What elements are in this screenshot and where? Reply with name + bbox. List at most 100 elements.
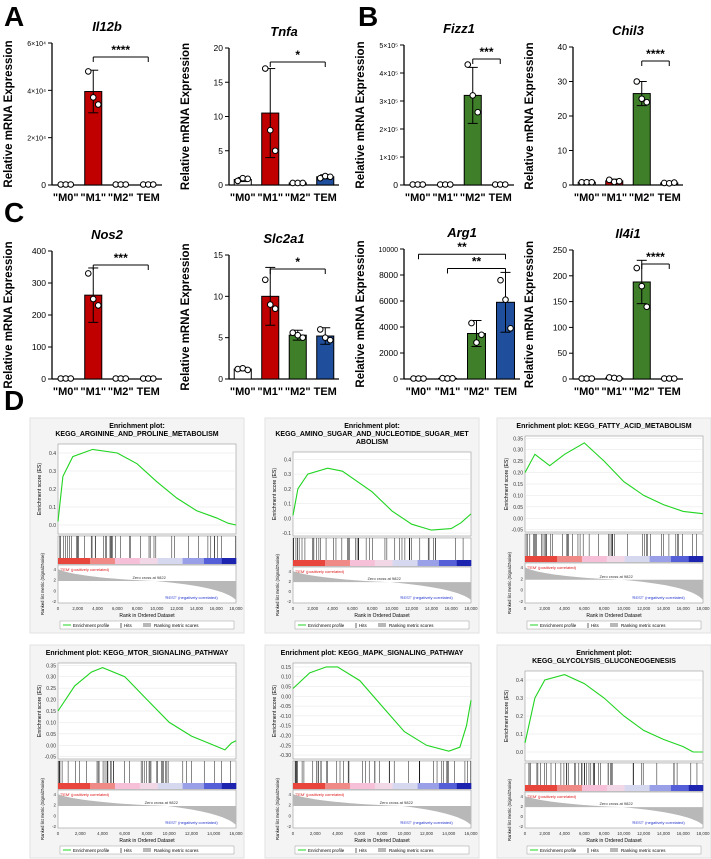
y-tick-label: 150 <box>553 297 567 307</box>
y-tick-label: 4×10⁴ <box>27 88 46 95</box>
legend-entry: Ranking metric scores <box>621 623 666 628</box>
data-point <box>122 375 130 382</box>
significance-label: ** <box>457 240 467 254</box>
legend-swatch <box>378 848 386 852</box>
x-tick-label: 12,000 <box>420 831 434 836</box>
rank-tick-label: -2 <box>52 599 56 604</box>
y-tick-label: 3×10⁵ <box>379 99 398 106</box>
es-axis-label: Enrichment score (ES) <box>37 463 43 515</box>
rank-color-bar <box>182 558 205 564</box>
plot-title: Enrichment plot: <box>576 650 632 657</box>
bar-chart-2: Tnfa Relative mRNA Expression 0 5 10 15 20 "M0"… <box>180 24 339 204</box>
negative-label: 'REST' (negatively correlated) <box>632 595 686 600</box>
legend-entry: Hits <box>359 623 367 628</box>
data-point <box>638 95 646 103</box>
x-tick-label: 2,000 <box>539 606 550 611</box>
rank-tick-label: 0 <box>520 814 523 819</box>
data-point <box>244 366 252 374</box>
rank-tick-label: 0 <box>53 588 56 593</box>
x-tick-label: "M0" <box>230 192 256 204</box>
legend-entry: Hits <box>359 848 367 853</box>
x-tick-label: "M0" <box>406 386 432 398</box>
x-tick-label: 18,000 <box>464 606 478 611</box>
x-tick-label: "M2" <box>285 386 311 398</box>
x-tick-label: 8,000 <box>132 606 143 611</box>
significance-label: *** <box>114 251 128 265</box>
data-point <box>84 270 92 277</box>
x-axis-label: Rank in Ordered Dataset <box>354 613 410 619</box>
rank-color-bar <box>670 785 690 791</box>
data-point <box>294 331 302 339</box>
data-point <box>94 302 102 309</box>
es-tick-label: 0.20 <box>46 698 56 704</box>
es-tick-label: 0.15 <box>46 709 56 715</box>
enrichment-profile-line <box>57 667 237 751</box>
data-point <box>502 296 509 304</box>
es-tick-label: 0.2 <box>284 487 291 493</box>
y-tick-label: 4000 <box>379 322 398 332</box>
data-point <box>326 173 334 181</box>
rank-color-bar <box>203 783 223 789</box>
y-tick-label: 15 <box>214 77 224 87</box>
x-axis-label: Rank in Ordered Dataset <box>119 838 175 844</box>
rank-color-bar <box>374 560 393 566</box>
plot-title: KEGG_ARGININE_AND_PROLINE_METABOLISM <box>55 431 218 438</box>
chart-title: Chil3 <box>612 23 645 38</box>
y-tick-label: 300 <box>32 278 46 288</box>
rank-color-bar <box>114 783 141 789</box>
data-point <box>149 181 157 188</box>
rank-color-bar <box>624 556 650 562</box>
y-tick-label: 5 <box>218 333 223 343</box>
gsea-plot-6: Enrichment plot:KEGG_GLYCOLYSIS_GLUCONEO… <box>496 644 711 859</box>
y-tick-label: 2×10⁴ <box>27 136 46 143</box>
rank-color-bar <box>182 783 205 789</box>
chart-title: Arg1 <box>446 225 477 240</box>
es-tick-label: 0.4 <box>516 678 523 684</box>
x-axis-label: Rank in Ordered Dataset <box>586 613 642 619</box>
rank-tick-label: 2 <box>53 803 56 808</box>
data-point <box>446 181 454 188</box>
rank-color-bar <box>438 783 458 789</box>
es-tick-label: 0.10 <box>513 493 523 499</box>
bar <box>288 334 307 380</box>
rank-color-bar <box>349 560 376 566</box>
y-tick-label: 10 <box>558 146 568 156</box>
ranking-metric-area <box>525 796 703 825</box>
rank-color-bar <box>649 785 672 791</box>
rank-color-bar <box>58 783 91 789</box>
x-tick-label: 0 <box>57 606 60 611</box>
data-point <box>633 264 641 272</box>
es-panel <box>292 451 472 537</box>
es-tick-label: 0.4 <box>284 457 291 463</box>
y-tick-label: 0 <box>218 374 223 384</box>
y-tick-label: 10 <box>214 112 224 122</box>
es-tick-label: 0.05 <box>46 732 56 738</box>
data-point <box>643 98 651 106</box>
zero-cross-label: Zero cross at 9822 <box>132 575 166 580</box>
es-tick-label: -0.10 <box>280 714 292 720</box>
data-point <box>244 175 252 183</box>
x-tick-label: 6,000 <box>347 606 358 611</box>
es-tick-label: -0.25 <box>280 743 292 749</box>
data-point <box>638 282 646 290</box>
rank-color-bar <box>649 556 672 562</box>
es-tick-label: 0.1 <box>516 732 523 738</box>
rank-tick-label: 2 <box>520 576 523 581</box>
x-tick-label: 10,000 <box>385 606 399 611</box>
data-point <box>670 179 678 186</box>
x-tick-label: "M0" <box>574 192 600 204</box>
data-point <box>94 101 102 108</box>
data-point <box>149 375 157 382</box>
x-tick-label: 14,000 <box>207 831 221 836</box>
data-point <box>271 147 279 155</box>
x-tick-label: 16,000 <box>677 831 691 836</box>
y-tick-label: 6000 <box>379 296 398 306</box>
legend-entry: Hits <box>591 848 599 853</box>
rank-color-bar <box>90 558 116 564</box>
x-tick-label: 6,000 <box>119 831 130 836</box>
ranking-metric-area <box>293 571 471 600</box>
gsea-plot-3: Enrichment plot: KEGG_FATTY_ACID_METABOL… <box>496 417 711 634</box>
rank-tick-label: 0 <box>288 813 291 818</box>
data-point <box>316 326 324 333</box>
